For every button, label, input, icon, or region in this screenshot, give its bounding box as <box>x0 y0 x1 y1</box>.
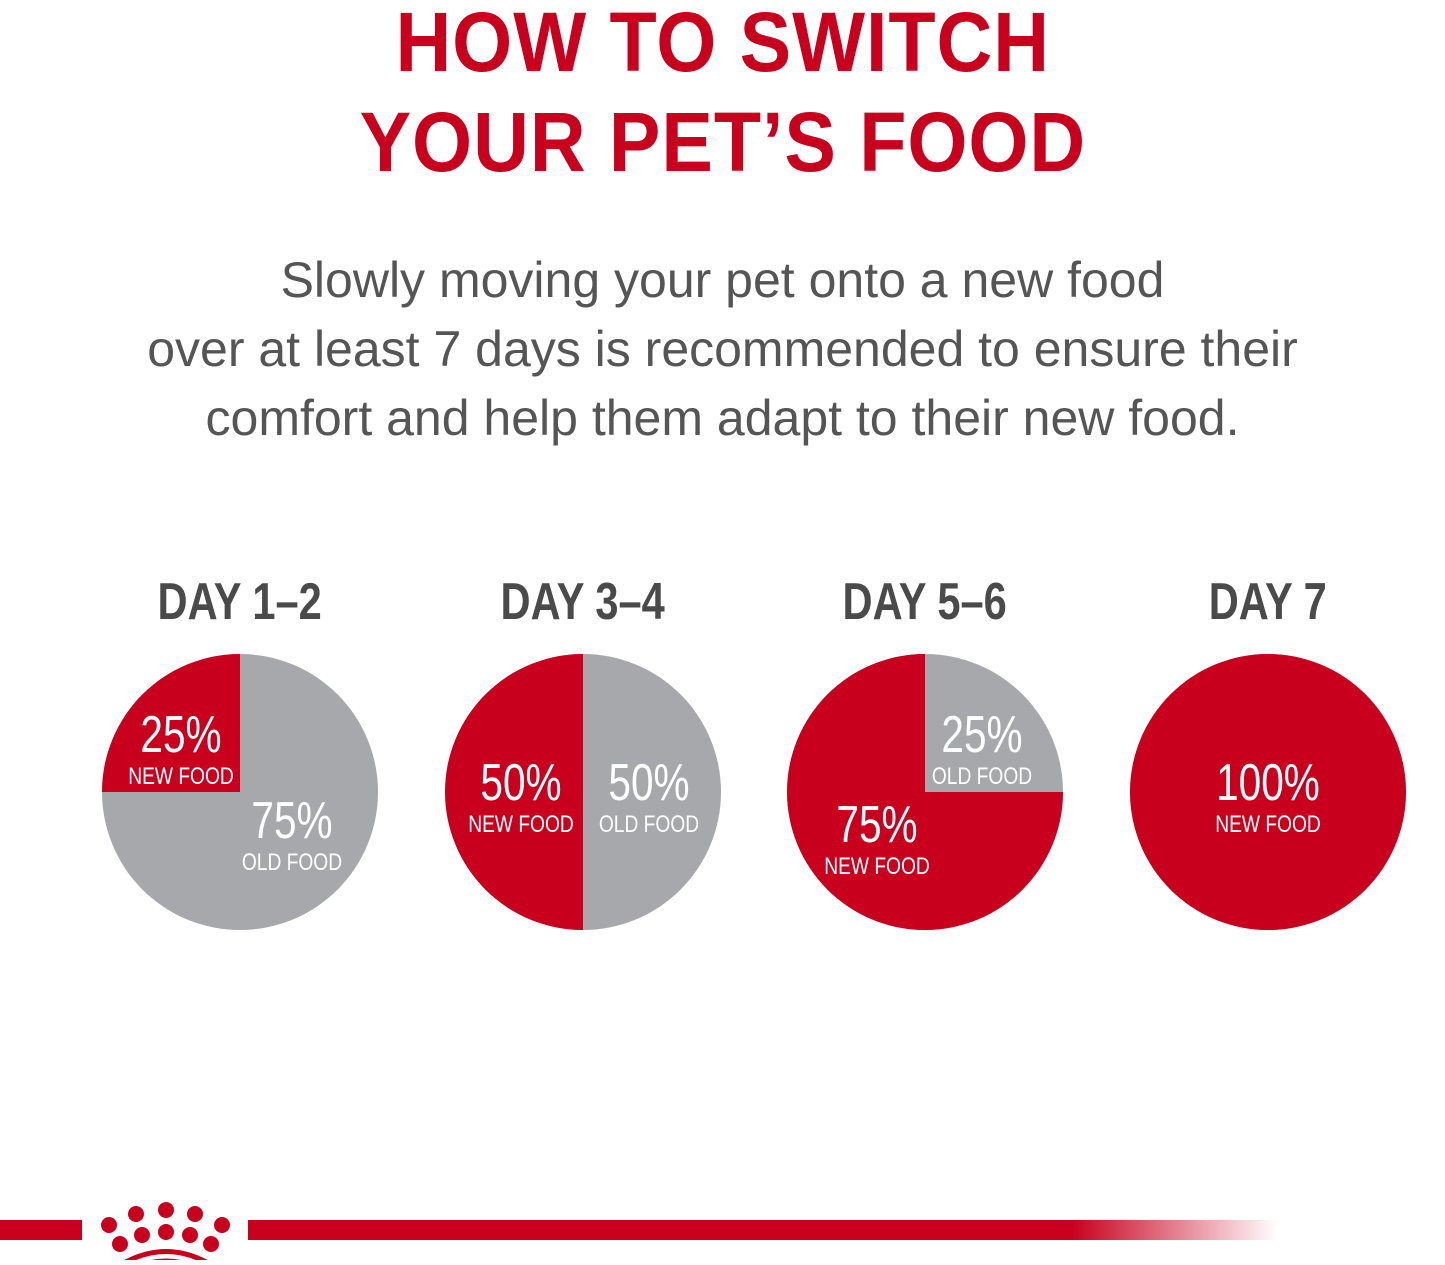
divider-bar-left <box>0 1220 82 1240</box>
subtitle-line: over at least 7 days is recommended to e… <box>147 321 1298 377</box>
pie-slice-new-food <box>102 654 240 792</box>
slice-name-label: NEW FOOD <box>468 810 574 838</box>
pie-slice-new-food <box>445 654 583 930</box>
crown-dots-logo <box>101 1202 230 1260</box>
day-label: DAY 5–6 <box>842 573 1008 631</box>
slice-percent-label: 75% <box>836 795 917 853</box>
slice-name-label: OLD FOOD <box>599 810 699 838</box>
slice-percent-label: 75% <box>251 791 332 849</box>
slice-percent-label: 25% <box>941 705 1022 763</box>
pie-slice-new-food <box>1130 654 1406 930</box>
title-line-1: HOW TO SWITCH <box>395 0 1050 89</box>
subtitle-line: comfort and help them adapt to their new… <box>205 390 1240 446</box>
slice-percent-label: 50% <box>608 753 689 811</box>
slice-name-label: NEW FOOD <box>824 852 930 880</box>
slice-percent-label: 25% <box>140 705 221 763</box>
pie-slice-new-food <box>787 654 1063 930</box>
slice-name-label: OLD FOOD <box>932 762 1032 790</box>
slice-percent-label: 50% <box>480 753 561 811</box>
title-line-2: YOUR PET’S FOOD <box>359 95 1086 189</box>
day-label: DAY 7 <box>1209 573 1327 631</box>
subtitle: Slowly moving your pet onto a new food o… <box>0 246 1445 453</box>
slice-name-label: NEW FOOD <box>128 762 234 790</box>
slice-name-label: OLD FOOD <box>242 848 342 876</box>
day-label: DAY 3–4 <box>500 573 666 631</box>
day-label: DAY 1–2 <box>157 573 323 631</box>
slice-percent-label: 100% <box>1216 753 1320 811</box>
divider-bar-right <box>248 1220 1278 1240</box>
slice-name-label: NEW FOOD <box>1215 810 1321 838</box>
subtitle-line: Slowly moving your pet onto a new food <box>280 252 1165 308</box>
